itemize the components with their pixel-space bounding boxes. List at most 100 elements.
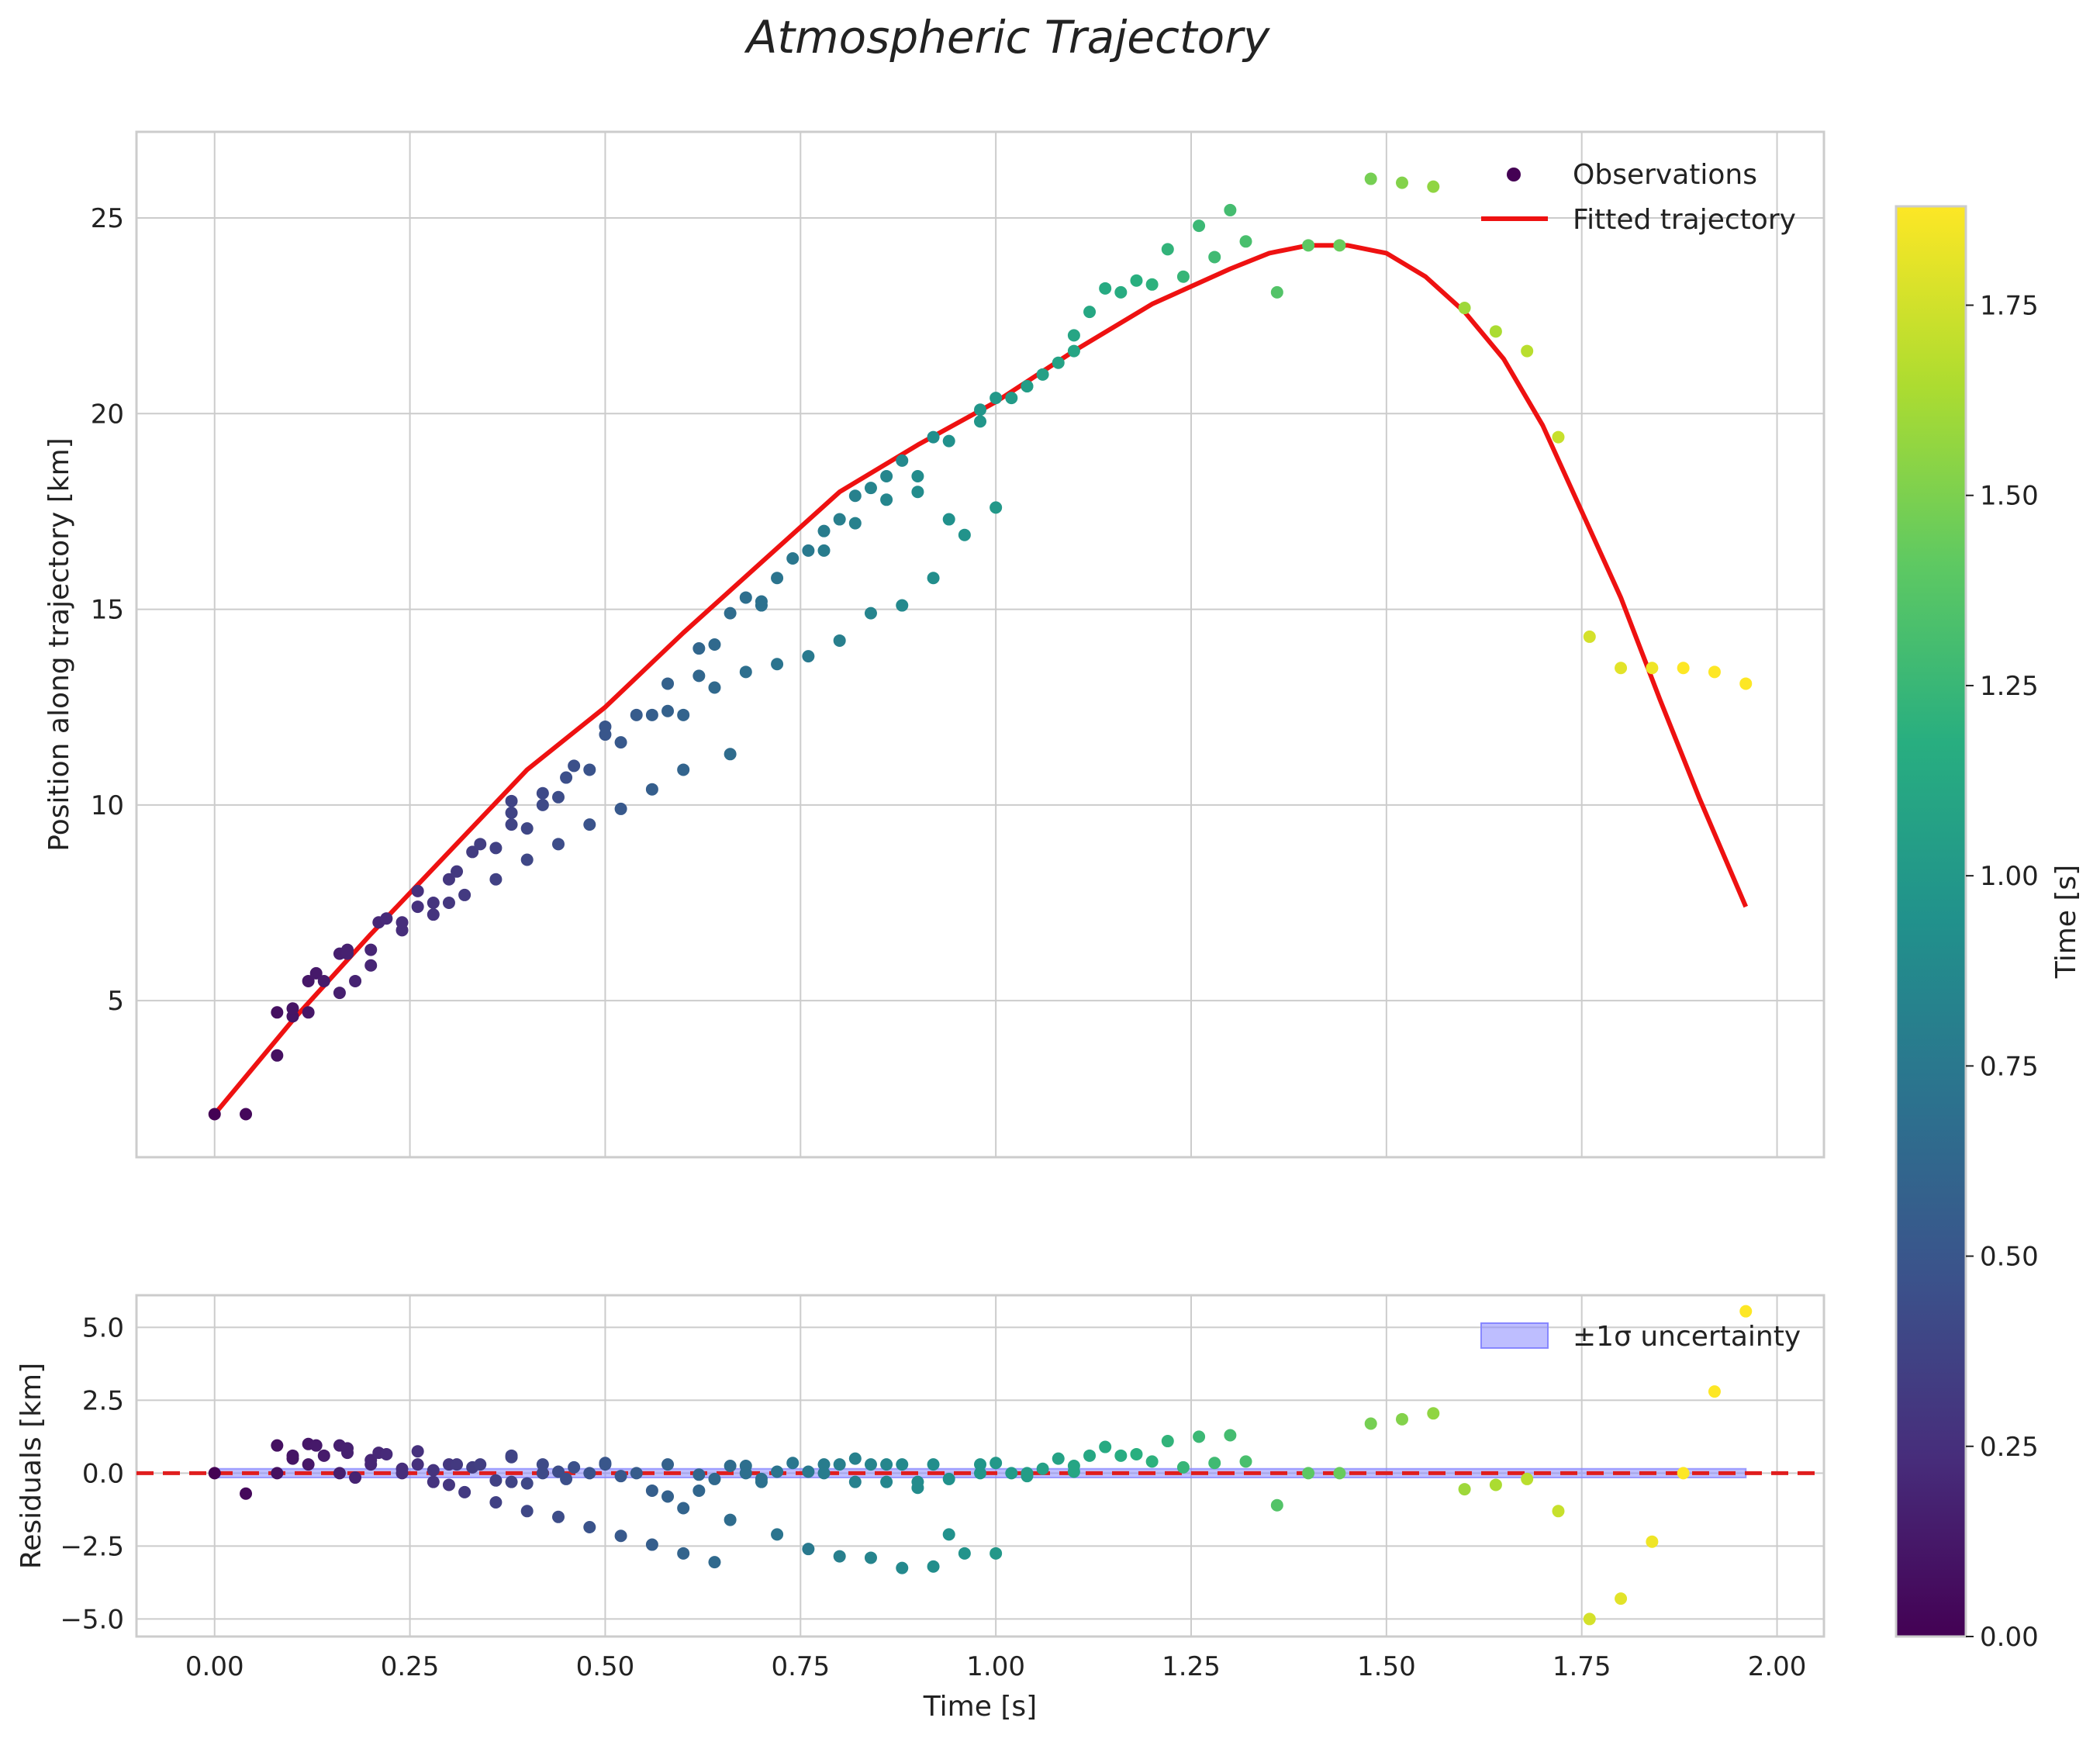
residual-point — [1036, 1462, 1049, 1475]
residual-point — [677, 1547, 690, 1560]
observation-point — [536, 786, 549, 800]
observation-point — [786, 551, 800, 565]
observation-point — [708, 638, 721, 651]
observation-point — [1224, 203, 1237, 216]
observation-point — [427, 908, 440, 921]
observation-point — [364, 959, 378, 972]
observation-point — [1099, 282, 1112, 295]
observation-point — [974, 403, 986, 416]
residual-point — [614, 1470, 627, 1483]
residual-point — [1646, 1535, 1659, 1548]
observation-point — [333, 987, 346, 1000]
observation-point — [286, 1002, 299, 1015]
observation-point — [614, 802, 627, 815]
residual-point — [583, 1520, 596, 1533]
observation-point — [1364, 172, 1377, 185]
observation-point — [1161, 243, 1174, 256]
observation-point — [208, 1108, 221, 1121]
residual-point — [896, 1458, 909, 1471]
observation-point — [645, 708, 658, 721]
observation-point — [520, 822, 534, 835]
residual-point — [427, 1464, 440, 1477]
observation-point — [309, 966, 323, 980]
observation-point — [1130, 274, 1143, 287]
residual-point — [630, 1467, 643, 1480]
observation-point — [489, 842, 503, 855]
observation-point — [771, 572, 784, 585]
residual-point — [911, 1481, 924, 1495]
observation-point — [552, 838, 565, 851]
colorbar-tick-label: 1.00 — [1980, 861, 2039, 892]
colorbar-tick-label: 1.50 — [1980, 481, 2039, 512]
x-tick-label: 1.75 — [1553, 1651, 1611, 1682]
observation-point — [458, 888, 471, 901]
observation-point — [864, 607, 877, 620]
observation-point — [1583, 630, 1596, 643]
residual-point — [755, 1475, 768, 1488]
main-y-tick-label: 5 — [107, 986, 124, 1017]
residual-point — [552, 1510, 565, 1523]
residual-point — [927, 1560, 940, 1573]
observation-point — [1677, 662, 1690, 675]
chart-title: Atmospheric Trajectory — [744, 11, 1270, 64]
x-axis-label: Time [s] — [923, 1691, 1037, 1723]
residual-point — [489, 1496, 503, 1509]
observation-point — [302, 974, 315, 987]
residual-point — [848, 1475, 862, 1488]
residual-point — [317, 1449, 330, 1462]
residual-point — [802, 1543, 815, 1556]
residual-point — [349, 1471, 362, 1485]
observation-point — [536, 798, 549, 811]
residual-point — [302, 1458, 315, 1471]
residual-point — [520, 1505, 534, 1518]
x-tick-label: 1.50 — [1357, 1651, 1416, 1682]
main-y-tick-label: 20 — [91, 399, 124, 430]
residual-point — [1052, 1452, 1065, 1465]
observation-point — [505, 806, 518, 819]
observation-point — [1427, 180, 1440, 193]
residual-point — [1114, 1449, 1128, 1462]
observation-point — [1302, 239, 1315, 252]
residual-point — [1145, 1455, 1159, 1468]
observation-point — [1208, 251, 1221, 264]
observation-point — [271, 1049, 284, 1062]
observation-point — [1552, 430, 1565, 444]
residual-point — [1615, 1592, 1628, 1605]
residual-point — [1161, 1435, 1174, 1448]
residual-point — [240, 1487, 253, 1500]
observation-point — [1193, 219, 1206, 233]
residual-point — [552, 1465, 565, 1478]
colorbar-tick-labels: 0.00 0.25 0.50 0.75 1.00 1.25 1.50 1.75 — [1966, 291, 2039, 1653]
observation-point — [349, 974, 362, 987]
observation-point — [302, 1006, 315, 1019]
colorbar-tick-label: 1.75 — [1980, 291, 2039, 322]
residual-point — [927, 1458, 940, 1471]
residual-point — [1552, 1505, 1565, 1518]
residual-point — [208, 1467, 221, 1480]
residual-point — [1708, 1385, 1721, 1398]
residual-point — [1239, 1455, 1252, 1468]
observation-point — [1083, 306, 1097, 319]
observation-point — [411, 884, 424, 897]
x-tick-labels: 0.00 0.25 0.50 0.75 1.00 1.25 1.50 1.75 2.00 — [185, 1651, 1807, 1682]
observation-point — [771, 658, 784, 671]
residual-plot-frame — [135, 1294, 1825, 1638]
observation-point — [848, 489, 862, 503]
observation-point — [1005, 392, 1018, 405]
residual-point — [958, 1547, 971, 1560]
residual-point — [505, 1449, 518, 1462]
observation-point — [411, 900, 424, 914]
residual-point — [451, 1458, 464, 1471]
residual-point — [661, 1490, 675, 1503]
main-legend: Observations Fitted trajectory — [1481, 159, 1796, 236]
observation-point — [739, 665, 752, 679]
main-y-tick-labels: 5 10 15 20 25 — [91, 203, 124, 1017]
colorbar — [1894, 205, 1967, 1638]
observation-point — [911, 486, 924, 499]
main-y-tick-label: 25 — [91, 203, 124, 234]
residual-point — [1489, 1478, 1502, 1491]
residual-point — [771, 1528, 784, 1541]
residual-y-tick-label: 0.0 — [82, 1458, 124, 1489]
main-y-tick-label: 15 — [91, 595, 124, 626]
observation-point — [1489, 325, 1502, 338]
